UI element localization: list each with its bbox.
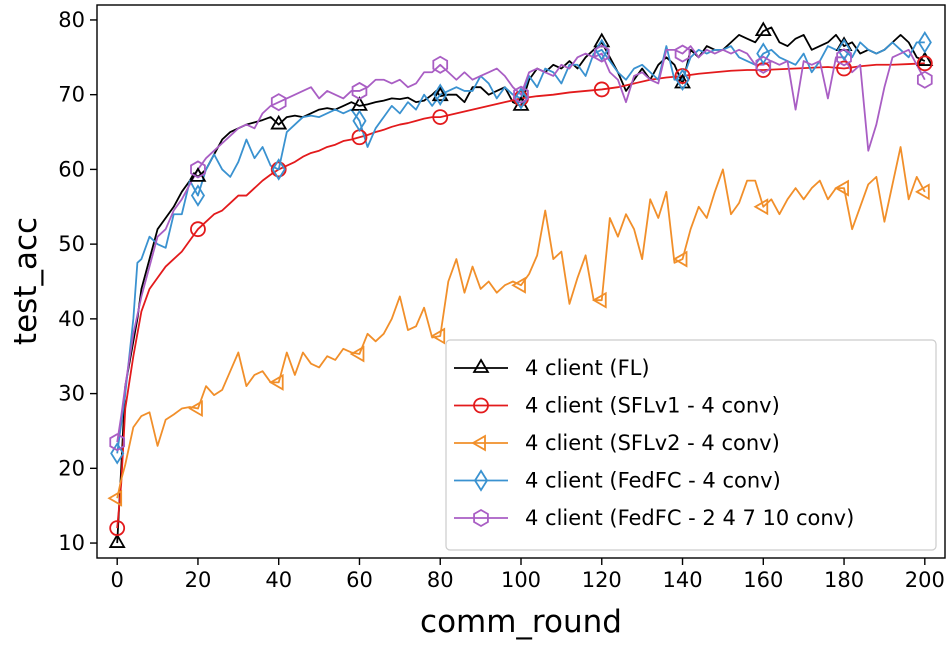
legend-label: 4 client (FedFC - 2 4 7 10 conv)	[525, 506, 854, 530]
data-point-4-client-fedfc-4-conv-80	[433, 83, 448, 106]
x-tick-label-80: 80	[427, 568, 454, 592]
data-point-4-client-fl-40	[270, 114, 288, 130]
data-point-4-client-fedfc-2-4-7-10-conv-180	[836, 48, 852, 67]
legend-item-4-client-sflv2-4-conv: 4 client (SFLv2 - 4 conv)	[454, 431, 780, 455]
legend-marker-triangle-left	[471, 434, 486, 452]
data-point-4-client-fedfc-2-4-7-10-conv-0	[109, 433, 126, 452]
legend-item-4-client-fl: 4 client (FL)	[454, 356, 650, 380]
data-point-4-client-fedfc-2-4-7-10-conv-60	[351, 81, 368, 100]
data-point-4-client-sflv1-4-conv-180	[836, 60, 852, 77]
legend-label: 4 client (SFLv2 - 4 conv)	[525, 431, 780, 455]
data-point-4-client-fedfc-4-conv-120	[594, 38, 609, 62]
data-point-4-client-fedfc-4-conv-0	[110, 442, 125, 465]
legend-box	[445, 339, 937, 551]
data-point-4-client-fedfc-4-conv-160	[756, 42, 771, 65]
data-point-4-client-sflv1-4-conv-120	[593, 81, 610, 98]
y-tick-label-40: 40	[58, 307, 85, 331]
x-tick-label-60: 60	[346, 568, 373, 592]
data-point-4-client-fedfc-2-4-7-10-conv-160	[755, 55, 772, 74]
data-point-4-client-sflv1-4-conv-20	[190, 221, 206, 238]
series-line-4-client-fedfc-2-4-7-10-conv	[116, 45, 926, 443]
data-point-4-client-fedfc-4-conv-40	[271, 158, 286, 181]
series-line-4-client-sflv1-4-conv	[116, 62, 925, 529]
y-tick-label-60: 60	[58, 157, 85, 181]
data-point-4-client-sflv2-4-conv-180	[834, 179, 849, 197]
legend-label: 4 client (SFLv1 - 4 conv)	[525, 394, 780, 418]
x-tick-label-140: 140	[662, 568, 702, 592]
legend-marker-circle	[473, 397, 489, 414]
data-point-4-client-fedfc-4-conv-140	[675, 68, 690, 92]
x-tick-label-180: 180	[824, 568, 864, 592]
data-point-4-client-sflv2-4-conv-80	[430, 327, 446, 345]
legend-marker-triangle-up	[472, 358, 490, 373]
data-point-4-client-fedfc-2-4-7-10-conv-100	[513, 85, 529, 104]
data-point-4-client-fl-80	[431, 86, 449, 102]
legend-item-4-client-sflv1-4-conv: 4 client (SFLv1 - 4 conv)	[454, 394, 780, 418]
y-tick-label-30: 30	[58, 382, 85, 406]
data-point-4-client-fedfc-2-4-7-10-conv-120	[593, 44, 610, 63]
legend-label: 4 client (FL)	[525, 356, 650, 380]
data-point-4-client-fedfc-2-4-7-10-conv-200	[916, 70, 933, 89]
y-tick-label-10: 10	[58, 531, 85, 555]
x-axis-label: comm_round	[420, 604, 622, 640]
y-axis: 10 20 30 40 50 60 70 80	[58, 8, 97, 555]
data-point-4-client-fedfc-4-conv-20	[190, 184, 206, 207]
data-point-4-client-fedfc-2-4-7-10-conv-140	[674, 44, 691, 63]
data-point-4-client-sflv2-4-conv-140	[672, 250, 688, 268]
x-tick-label-20: 20	[185, 568, 212, 592]
data-point-4-client-sflv1-4-conv-200	[916, 55, 933, 72]
data-point-4-client-fedfc-4-conv-60	[352, 109, 367, 133]
data-point-4-client-fedfc-2-4-7-10-conv-80	[432, 55, 449, 74]
series-line-4-client-fl	[116, 26, 926, 544]
x-tick-label-0: 0	[111, 568, 124, 592]
legend-marker-diamond	[473, 469, 489, 492]
x-axis: 0 20 40 60 80 100 120 140 160 180 200	[111, 558, 945, 592]
markers-layer	[107, 21, 934, 548]
data-point-4-client-fedfc-4-conv-200	[917, 31, 932, 54]
data-point-4-client-fl-160	[754, 21, 772, 37]
data-point-4-client-sflv2-4-conv-160	[753, 198, 769, 216]
data-point-4-client-fl-200	[916, 51, 934, 66]
legend-label: 4 client (FedFC - 4 conv)	[525, 469, 781, 493]
data-point-4-client-sflv1-4-conv-80	[432, 109, 449, 125]
y-tick-label-20: 20	[58, 456, 85, 480]
data-point-4-client-sflv2-4-conv-100	[511, 276, 526, 294]
x-tick-label-120: 120	[582, 568, 622, 592]
legend: 4 client (FL) 4 client (SFLv1 - 4 conv) 4 …	[445, 339, 937, 551]
x-tick-label-200: 200	[905, 568, 945, 592]
y-tick-label-50: 50	[58, 232, 85, 256]
data-point-4-client-sflv2-4-conv-60	[349, 345, 365, 363]
data-point-4-client-fedfc-4-conv-100	[513, 87, 529, 110]
data-point-4-client-fedfc-2-4-7-10-conv-40	[270, 93, 287, 112]
data-point-4-client-sflv1-4-conv-0	[109, 520, 126, 537]
data-point-4-client-fedfc-4-conv-180	[836, 38, 852, 62]
y-axis-label: test_acc	[8, 217, 44, 345]
data-point-4-client-sflv2-4-conv-120	[591, 291, 607, 309]
legend-item-4-client-fedfc-4-conv: 4 client (FedFC - 4 conv)	[454, 469, 781, 493]
data-point-4-client-sflv2-4-conv-40	[268, 373, 284, 391]
x-tick-label-160: 160	[743, 568, 783, 592]
data-point-4-client-fl-0	[108, 533, 126, 548]
data-point-4-client-sflv2-4-conv-0	[107, 489, 123, 507]
data-point-4-client-sflv2-4-conv-20	[188, 400, 203, 418]
y-tick-label-70: 70	[58, 83, 85, 107]
x-tick-label-100: 100	[501, 568, 541, 592]
y-tick-label-80: 80	[58, 8, 85, 32]
x-tick-label-40: 40	[265, 568, 292, 592]
data-point-4-client-sflv2-4-conv-200	[915, 183, 930, 201]
legend-item-4-client-fedfc-2-4-7-10-conv: 4 client (FedFC - 2 4 7 10 conv)	[454, 506, 854, 530]
legend-marker-hexagon	[473, 508, 489, 528]
data-point-4-client-fedfc-2-4-7-10-conv-20	[190, 160, 206, 179]
